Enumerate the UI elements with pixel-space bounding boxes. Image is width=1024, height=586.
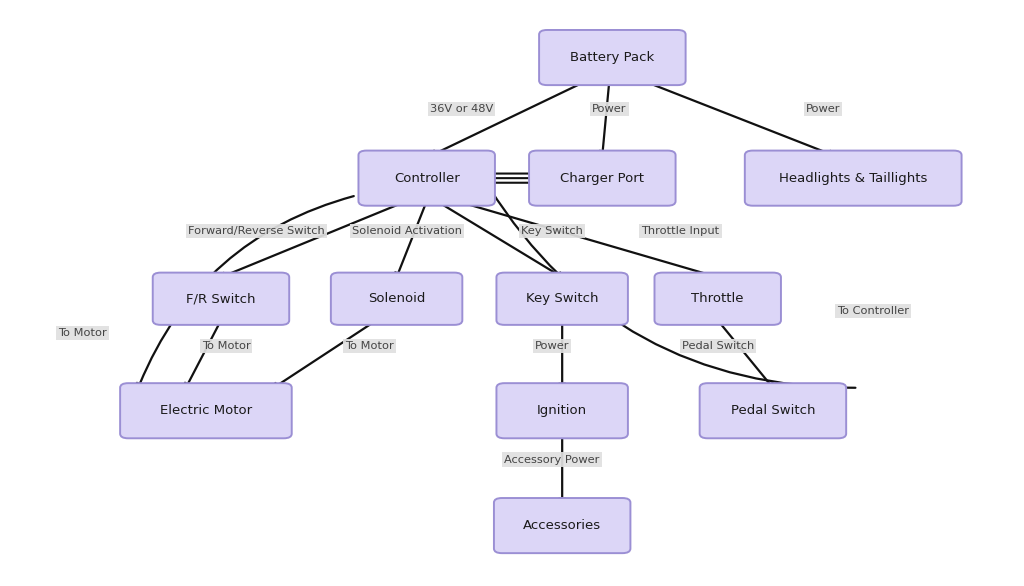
Text: F/R Switch: F/R Switch: [186, 292, 256, 305]
Text: Throttle Input: Throttle Input: [641, 226, 720, 236]
FancyBboxPatch shape: [153, 272, 289, 325]
Text: Key Switch: Key Switch: [526, 292, 598, 305]
FancyBboxPatch shape: [654, 272, 781, 325]
Text: Power: Power: [806, 104, 841, 114]
Text: Forward/Reverse Switch: Forward/Reverse Switch: [187, 226, 325, 236]
FancyBboxPatch shape: [358, 151, 495, 206]
Text: Battery Pack: Battery Pack: [570, 51, 654, 64]
Text: Ignition: Ignition: [538, 404, 587, 417]
Text: Pedal Switch: Pedal Switch: [682, 341, 754, 351]
Text: To Motor: To Motor: [202, 341, 251, 351]
Text: To Controller: To Controller: [838, 306, 909, 316]
Text: Accessory Power: Accessory Power: [505, 455, 600, 465]
Text: Solenoid Activation: Solenoid Activation: [351, 226, 462, 236]
FancyBboxPatch shape: [120, 383, 292, 438]
FancyBboxPatch shape: [497, 383, 628, 438]
Text: Headlights & Taillights: Headlights & Taillights: [779, 172, 928, 185]
Text: Throttle: Throttle: [691, 292, 744, 305]
FancyBboxPatch shape: [529, 151, 676, 206]
Text: Accessories: Accessories: [523, 519, 601, 532]
FancyBboxPatch shape: [744, 151, 962, 206]
FancyBboxPatch shape: [497, 272, 628, 325]
Text: Charger Port: Charger Port: [560, 172, 644, 185]
Text: Power: Power: [535, 341, 569, 351]
FancyBboxPatch shape: [494, 498, 631, 553]
FancyBboxPatch shape: [331, 272, 462, 325]
Text: To Motor: To Motor: [345, 341, 394, 351]
Text: Electric Motor: Electric Motor: [160, 404, 252, 417]
Text: Power: Power: [592, 104, 627, 114]
Text: Key Switch: Key Switch: [521, 226, 583, 236]
FancyBboxPatch shape: [539, 30, 686, 85]
Text: Controller: Controller: [394, 172, 460, 185]
FancyBboxPatch shape: [699, 383, 846, 438]
Text: 36V or 48V: 36V or 48V: [430, 104, 494, 114]
Text: Pedal Switch: Pedal Switch: [731, 404, 815, 417]
Text: Solenoid: Solenoid: [368, 292, 425, 305]
Text: To Motor: To Motor: [58, 328, 106, 338]
